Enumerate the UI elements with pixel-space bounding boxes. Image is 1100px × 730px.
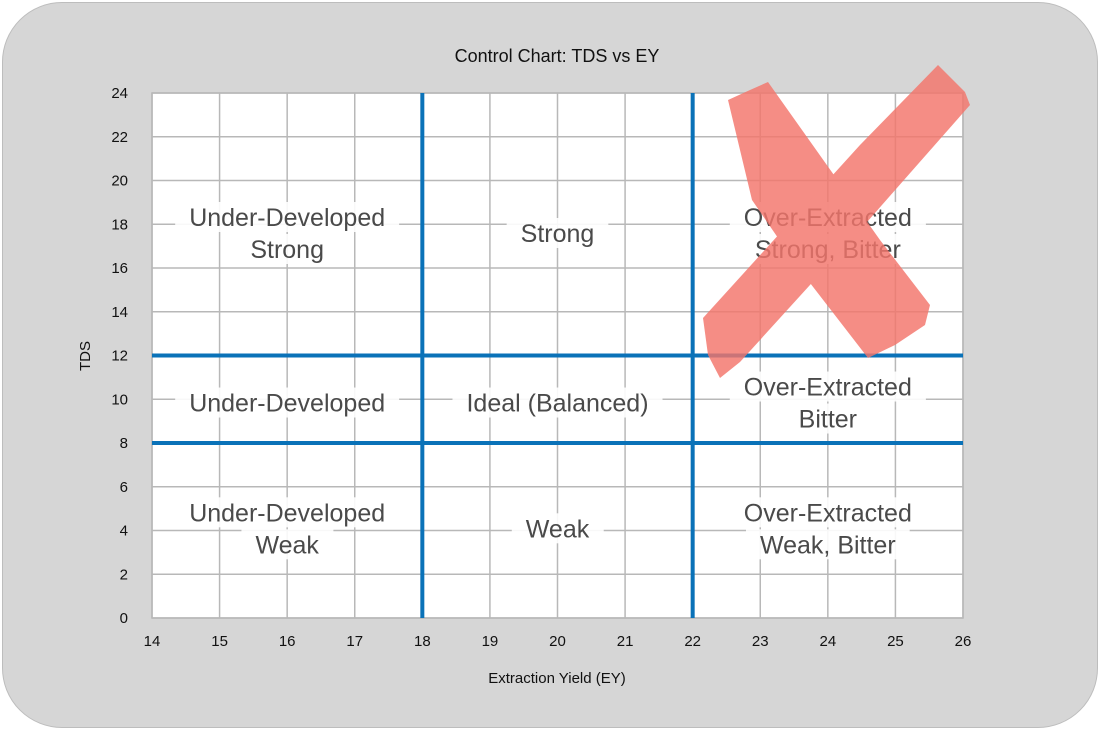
x-tick-label: 22: [684, 633, 701, 650]
region-label-line: Under-Developed: [189, 204, 385, 232]
y-tick-label: 0: [120, 610, 128, 627]
x-axis-label: Extraction Yield (EY): [488, 670, 626, 687]
y-tick-label: 10: [111, 391, 128, 408]
region-label-background: [729, 371, 926, 402]
region-label: Strong: [506, 218, 609, 248]
x-tick-label: 20: [549, 633, 566, 650]
red-x-icon: [703, 65, 970, 378]
region-label-line: Weak: [255, 531, 319, 559]
region-label-line: Under-Developed: [189, 390, 385, 418]
y-tick-label: 16: [111, 260, 128, 277]
y-tick-label: 12: [111, 348, 128, 365]
x-tick-label: 23: [752, 633, 769, 650]
x-tick-label: 17: [346, 633, 363, 650]
region-label-background: [729, 497, 926, 528]
x-tick-label: 15: [211, 633, 228, 650]
x-tick-label: 18: [414, 633, 431, 650]
y-tick-label: 2: [120, 566, 128, 583]
region-label: Under-Developed Weak: [175, 497, 400, 560]
region-label-background: [745, 529, 910, 560]
y-tick-label: 6: [120, 479, 128, 496]
region-label-line: Ideal (Balanced): [466, 390, 648, 418]
x-tick-label: 25: [887, 633, 904, 650]
region-label-background: [452, 387, 663, 418]
x-stroke-2: [703, 65, 970, 378]
region-label: Over-Extracted Bitter: [729, 371, 926, 434]
y-tick-label: 24: [111, 85, 128, 102]
region-label: Ideal (Balanced): [452, 387, 663, 418]
region-label-background: [175, 497, 400, 528]
region-label-line: Over-Extracted: [744, 374, 912, 402]
chart-title: Control Chart: TDS vs EY: [455, 46, 660, 66]
region-label-line: Bitter: [799, 406, 857, 434]
region-label-line: Strong: [250, 236, 324, 264]
y-tick-label: 20: [111, 173, 128, 190]
region-label-background: [175, 202, 400, 232]
x-tick-label: 16: [279, 633, 296, 650]
y-axis-label: TDS: [77, 341, 94, 371]
x-tick-label: 14: [144, 633, 161, 650]
region-label-background: [511, 513, 604, 544]
region-label-line: Weak, Bitter: [760, 531, 896, 559]
y-tick-label: 18: [111, 216, 128, 233]
y-tick-label: 14: [111, 304, 128, 321]
x-tick-label: 21: [617, 633, 634, 650]
region-label: Under-Developed Strong: [175, 202, 400, 264]
region-label-line: Under-Developed: [189, 499, 385, 527]
x-tick-label: 19: [482, 633, 499, 650]
y-tick-label: 22: [111, 129, 128, 146]
x-tick-label: 24: [819, 633, 836, 650]
region-label-line: Weak: [526, 515, 590, 543]
region-label: Over-Extracted Weak, Bitter: [729, 497, 926, 560]
region-label: Weak: [511, 513, 604, 544]
region-label-background: [784, 403, 872, 434]
region-label-background: [241, 529, 334, 560]
x-tick-label: 26: [955, 633, 972, 650]
y-tick-label: 4: [120, 523, 128, 540]
region-label-background: [506, 218, 609, 248]
region-label: Under-Developed: [175, 387, 400, 418]
y-tick-label: 8: [120, 435, 128, 452]
region-label-line: Strong: [521, 220, 595, 248]
region-label-background: [236, 234, 339, 264]
region-label-background: [175, 387, 400, 418]
region-label-line: Over-Extracted: [744, 499, 912, 527]
